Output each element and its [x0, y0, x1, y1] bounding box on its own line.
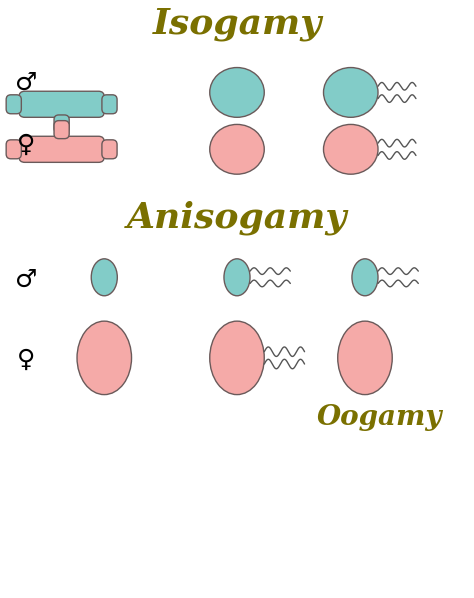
Ellipse shape — [337, 321, 392, 395]
FancyBboxPatch shape — [102, 140, 117, 159]
Ellipse shape — [224, 259, 250, 296]
FancyBboxPatch shape — [19, 91, 104, 117]
FancyBboxPatch shape — [6, 140, 21, 159]
FancyBboxPatch shape — [102, 95, 117, 114]
Text: ♀: ♀ — [17, 133, 35, 157]
FancyBboxPatch shape — [54, 115, 69, 133]
Text: Anisogamy: Anisogamy — [127, 201, 347, 235]
Text: Oogamy: Oogamy — [317, 404, 442, 431]
FancyBboxPatch shape — [54, 121, 69, 139]
Text: ♂: ♂ — [15, 71, 37, 95]
Ellipse shape — [77, 321, 131, 395]
Ellipse shape — [91, 259, 117, 296]
FancyBboxPatch shape — [6, 95, 21, 114]
Ellipse shape — [210, 321, 264, 395]
Text: ♀: ♀ — [17, 348, 35, 372]
Ellipse shape — [352, 259, 378, 296]
Text: ♂: ♂ — [15, 268, 37, 292]
Text: Isogamy: Isogamy — [152, 7, 322, 41]
Ellipse shape — [210, 68, 264, 117]
Ellipse shape — [323, 68, 378, 117]
Ellipse shape — [210, 124, 264, 174]
FancyBboxPatch shape — [19, 136, 104, 162]
Ellipse shape — [323, 124, 378, 174]
